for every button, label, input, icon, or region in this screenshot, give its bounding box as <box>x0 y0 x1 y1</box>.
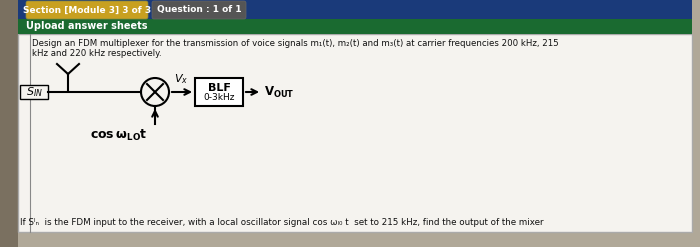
Text: 0-3kHz: 0-3kHz <box>203 94 235 103</box>
Text: kHz and 220 kHz respectively.: kHz and 220 kHz respectively. <box>32 49 162 58</box>
Text: $\mathbf{cos\,\omega_{LO}t}$: $\mathbf{cos\,\omega_{LO}t}$ <box>90 127 148 143</box>
Text: Question : 1 of 1: Question : 1 of 1 <box>157 5 242 15</box>
Text: If Sᴵₙ  is the FDM input to the receiver, with a local oscillator signal cos ωₗ₀: If Sᴵₙ is the FDM input to the receiver,… <box>20 218 544 226</box>
Bar <box>18 34 692 232</box>
FancyBboxPatch shape <box>152 1 246 19</box>
Text: $V_x$: $V_x$ <box>174 72 188 86</box>
Text: BLF: BLF <box>208 83 230 93</box>
Bar <box>18 19 692 34</box>
Bar <box>195 78 243 106</box>
Text: $\mathbf{V_{OUT}}$: $\mathbf{V_{OUT}}$ <box>264 84 295 100</box>
Text: Upload answer sheets: Upload answer sheets <box>26 21 148 32</box>
Text: Section [Module 3] 3 of 3: Section [Module 3] 3 of 3 <box>23 5 151 15</box>
Bar <box>0 0 18 247</box>
Text: $S_{IN}$: $S_{IN}$ <box>25 85 43 99</box>
Text: Design an FDM multiplexer for the transmission of voice signals m₁(t), m₂(t) and: Design an FDM multiplexer for the transm… <box>32 39 559 48</box>
Bar <box>20 85 48 99</box>
Bar <box>18 0 692 19</box>
FancyBboxPatch shape <box>26 1 148 19</box>
